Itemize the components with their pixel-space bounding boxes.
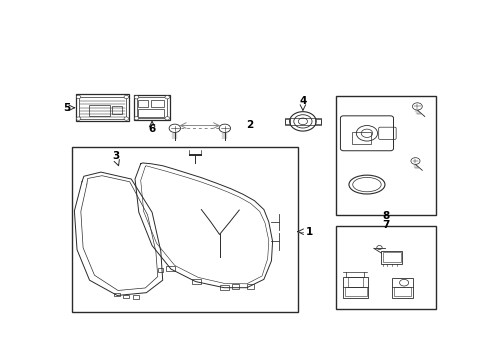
Bar [158, 268, 163, 272]
Bar [347, 278, 362, 287]
Circle shape [124, 117, 128, 120]
Text: 6: 6 [148, 124, 155, 134]
Bar [231, 284, 239, 289]
Bar [132, 296, 139, 299]
Text: 2: 2 [245, 120, 253, 130]
Circle shape [124, 95, 128, 99]
Bar [138, 109, 164, 117]
Bar [150, 100, 164, 107]
Bar [114, 293, 120, 296]
Bar [351, 132, 370, 144]
Bar [342, 277, 368, 298]
Bar [192, 279, 200, 284]
Circle shape [410, 158, 419, 164]
Bar [166, 266, 175, 271]
Text: 8: 8 [382, 211, 389, 221]
Circle shape [134, 96, 139, 99]
Text: 5: 5 [63, 103, 70, 113]
Circle shape [164, 96, 169, 99]
Bar [246, 284, 254, 289]
Bar [72, 147, 297, 312]
Bar [391, 278, 412, 298]
Circle shape [76, 117, 81, 120]
Bar [335, 96, 435, 215]
Circle shape [134, 117, 139, 120]
Bar [344, 287, 366, 296]
Bar [284, 118, 290, 124]
Bar [111, 106, 122, 114]
Bar [79, 97, 126, 119]
Circle shape [164, 117, 169, 120]
Bar [138, 100, 148, 107]
Bar [136, 97, 167, 118]
Bar [220, 285, 228, 290]
Bar [382, 252, 400, 262]
Bar [134, 95, 169, 120]
Bar [335, 226, 435, 309]
Text: 4: 4 [299, 95, 306, 105]
Bar [314, 118, 320, 124]
Text: 1: 1 [305, 227, 312, 237]
Bar [75, 94, 129, 121]
Bar [284, 118, 320, 125]
Text: 7: 7 [382, 220, 389, 230]
Circle shape [219, 124, 230, 132]
Text: 3: 3 [112, 151, 120, 161]
Bar [381, 251, 401, 264]
Bar [122, 294, 129, 298]
Circle shape [411, 103, 422, 110]
Bar [393, 287, 410, 296]
Circle shape [169, 124, 180, 132]
Bar [89, 105, 109, 116]
Circle shape [76, 95, 81, 99]
